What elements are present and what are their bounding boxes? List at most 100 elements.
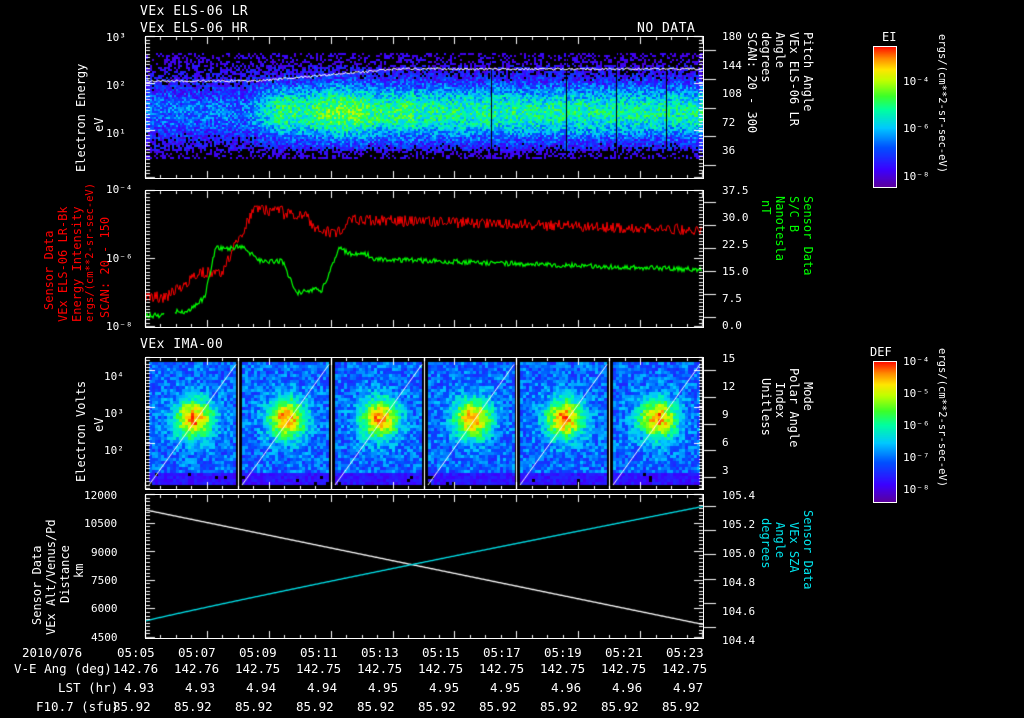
cell-ve-8: 142.75	[601, 661, 647, 676]
cell-ve-6: 142.75	[479, 661, 525, 676]
panel1-left-axis-label: Electron Energy	[74, 63, 88, 172]
panel4-left-label-0: Sensor Data	[30, 545, 44, 625]
panel4-right-tick-2: 105.0	[722, 547, 756, 560]
panel1-right-label-2: Angle	[773, 32, 787, 69]
panel3-left-tick-0: 10⁴	[104, 370, 124, 383]
panel2-right-tick-0: 37.5	[722, 184, 749, 197]
panel2-right-tick-5: 0.0	[722, 319, 742, 332]
panel4-right-tick-3: 104.8	[722, 576, 756, 589]
panel2-right-label-1: S/C B	[787, 196, 801, 233]
cell-lst-0: 4.93	[124, 680, 155, 695]
cell-lst-1: 4.93	[185, 680, 216, 695]
cell-lst-6: 4.95	[490, 680, 521, 695]
panel4-left-label-3: km	[72, 563, 86, 578]
cell-ve-9: 142.75	[662, 661, 708, 676]
panel4-left-tick-3: 7500	[91, 574, 118, 587]
cell-lst-4: 4.95	[368, 680, 399, 695]
table-row-lst: LST (hr) 4.93 4.93 4.94 4.94 4.95 4.95 4…	[0, 680, 1024, 699]
panel3-left-axis-label: Electron Volts	[74, 380, 88, 482]
colorbar2-tick-3: 10⁻⁷	[903, 451, 930, 464]
row-label-lst: LST (hr)	[58, 680, 119, 695]
cell-ve-1: 142.76	[174, 661, 220, 676]
panel3-right-tick-0: 15	[722, 352, 736, 365]
panel3-title: VEx IMA-00	[140, 337, 224, 352]
panel4-right-tick-4: 104.6	[722, 605, 756, 618]
cell-f107-0: 85.92	[113, 699, 151, 714]
cell-time-9: 05:23	[666, 645, 704, 660]
panel4-right-tick-0: 105.4	[722, 489, 756, 502]
cell-time-1: 05:07	[178, 645, 216, 660]
panel4-left-tick-4: 6000	[91, 602, 118, 615]
panel2-plot[interactable]	[145, 190, 704, 328]
cell-time-4: 05:13	[361, 645, 399, 660]
panel1-right-tick-1: 144	[722, 59, 742, 72]
colorbar2-units: ergs/(cm**2-sr-sec-eV)	[936, 348, 948, 488]
cell-f107-4: 85.92	[357, 699, 395, 714]
colorbar1-name: EI	[882, 30, 897, 44]
cell-f107-6: 85.92	[479, 699, 517, 714]
panel1-left-axis-unit: eV	[92, 117, 106, 132]
panel1-right-label-3: degrees	[759, 32, 773, 83]
panel3-right-label-2: Index	[773, 382, 787, 419]
cell-f107-3: 85.92	[296, 699, 334, 714]
panel1-left-tick-2: 10¹	[106, 127, 126, 140]
panel3-right-tick-4: 3	[722, 464, 729, 477]
colorbar2-tick-1: 10⁻⁵	[903, 387, 930, 400]
panel3-right-tick-3: 6	[722, 436, 729, 449]
panel1-left-tick-0: 10³	[106, 31, 126, 44]
colorbar1-tick-0: 10⁻⁴	[903, 75, 930, 88]
panel2-left-label-1: VEx ELS-06 LR-Bk	[56, 206, 70, 322]
panel3-spectrogram	[146, 358, 703, 489]
colorbar2-name: DEF	[870, 345, 892, 359]
panel1-right-tick-3: 72	[722, 116, 736, 129]
panel4-left-tick-5: 4500	[91, 631, 118, 644]
cell-lst-5: 4.95	[429, 680, 460, 695]
panel4-plot[interactable]	[145, 494, 704, 639]
panel3-right-label-0: Mode	[801, 382, 815, 411]
table-row-ve-ang: V-E Ang (deg) 142.76 142.76 142.75 142.7…	[0, 661, 1024, 680]
panel2-line-plot	[146, 191, 703, 327]
colorbar1-units: ergs/(cm**2-sr-sec-eV)	[936, 34, 948, 174]
panel2-left-label-2: Energy Intensity	[70, 206, 84, 322]
panel4-left-tick-0: 12000	[84, 489, 118, 502]
panel4-right-label-2: Angle	[773, 522, 787, 559]
panel2-right-tick-3: 15.0	[722, 265, 749, 278]
panel3-plot[interactable]	[145, 357, 704, 490]
panel3-left-tick-1: 10³	[104, 407, 124, 420]
panel1-left-tick-1: 10²	[106, 79, 126, 92]
panel1-right-label-0: Pitch Angle	[801, 32, 815, 112]
cell-f107-5: 85.92	[418, 699, 456, 714]
panel1-title-hr: VEx ELS-06 HR	[140, 21, 249, 36]
cell-time-8: 05:21	[605, 645, 643, 660]
cell-ve-4: 142.75	[357, 661, 403, 676]
bottom-table: 2010/076 05:05 05:07 05:09 05:11 05:13 0…	[0, 645, 1024, 718]
panel1-plot[interactable]	[145, 36, 704, 179]
panel4-left-label-2: Distance	[58, 545, 72, 603]
colorbar1-tick-2: 10⁻⁸	[903, 170, 930, 183]
cell-f107-1: 85.92	[174, 699, 212, 714]
panel2-right-tick-4: 7.5	[722, 292, 742, 305]
cell-ve-2: 142.75	[235, 661, 281, 676]
colorbar2-tick-4: 10⁻⁸	[903, 483, 930, 496]
panel2-right-label-0: Sensor Data	[801, 196, 815, 276]
cell-ve-3: 142.75	[296, 661, 342, 676]
cell-f107-7: 85.92	[540, 699, 578, 714]
panel4-line-plot	[146, 495, 703, 638]
colorbar1-tick-1: 10⁻⁶	[903, 122, 930, 135]
cell-ve-7: 142.75	[540, 661, 586, 676]
cell-f107-2: 85.92	[235, 699, 273, 714]
panel2-left-label-3: ergs/(cm**2-sr-sec-eV)	[84, 182, 96, 322]
colorbar1-gradient	[873, 46, 897, 188]
cell-time-0: 05:05	[117, 645, 155, 660]
panel3-right-label-1: Polar Angle	[787, 368, 801, 448]
cell-time-7: 05:19	[544, 645, 582, 660]
panel3-right-tick-1: 12	[722, 380, 736, 393]
panel4-left-tick-2: 9000	[91, 546, 118, 559]
cell-time-6: 05:17	[483, 645, 521, 660]
panel2-right-label-3: nT	[759, 200, 773, 215]
colorbar2-tick-2: 10⁻⁶	[903, 419, 930, 432]
cell-time-2: 05:09	[239, 645, 277, 660]
panel2-left-tick-2: 10⁻⁸	[106, 320, 133, 333]
panel2-left-label-4: SCAN: 20 - 150	[98, 216, 112, 318]
panel3-left-tick-2: 10²	[104, 444, 124, 457]
